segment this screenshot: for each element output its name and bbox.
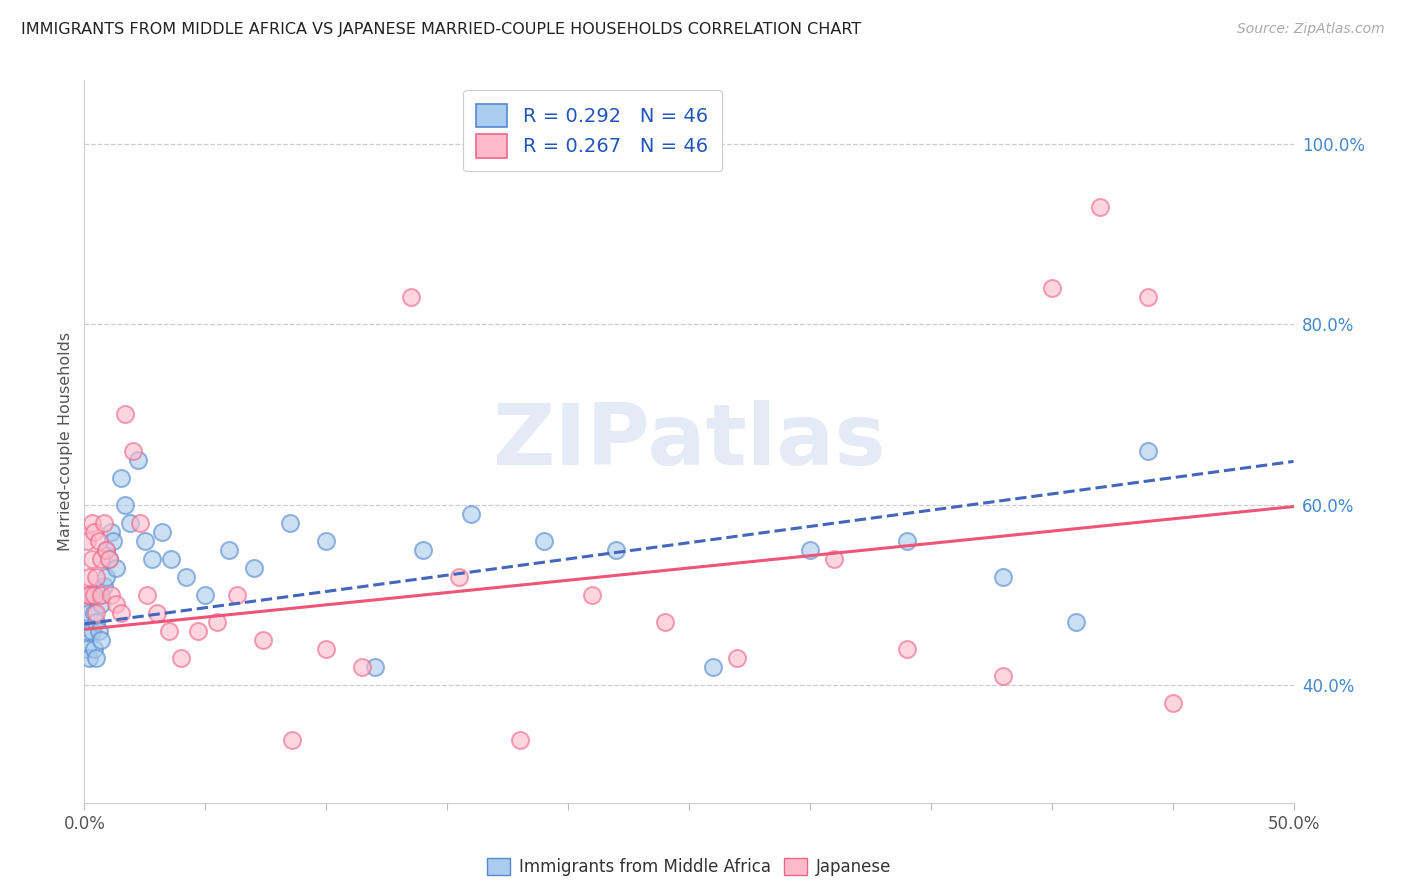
Point <box>97 552 120 566</box>
Point <box>83 524 105 539</box>
Point <box>104 597 127 611</box>
Point <box>76 642 98 657</box>
Point <box>90 588 112 602</box>
Y-axis label: Married-couple Households: Married-couple Households <box>58 332 73 551</box>
Point <box>77 606 100 620</box>
Point <box>993 570 1015 584</box>
Point <box>187 624 209 639</box>
Point <box>94 542 117 557</box>
Point <box>121 443 143 458</box>
Point <box>449 570 471 584</box>
Point <box>77 651 100 665</box>
Legend: Immigrants from Middle Africa, Japanese: Immigrants from Middle Africa, Japanese <box>481 851 897 882</box>
Point <box>100 588 122 602</box>
Point <box>80 588 103 602</box>
Point <box>77 588 100 602</box>
Point <box>896 642 918 657</box>
Point <box>94 542 117 557</box>
Point <box>1137 290 1160 304</box>
Point <box>127 452 149 467</box>
Text: Source: ZipAtlas.com: Source: ZipAtlas.com <box>1237 22 1385 37</box>
Point <box>170 651 193 665</box>
Point <box>242 561 264 575</box>
Point <box>252 633 274 648</box>
Point <box>315 533 337 548</box>
Point <box>77 570 100 584</box>
Point <box>97 552 120 566</box>
Point <box>141 552 163 566</box>
Point <box>93 516 115 530</box>
Point <box>352 660 374 674</box>
Point <box>76 588 98 602</box>
Point <box>110 471 132 485</box>
Point <box>896 533 918 548</box>
Point <box>87 624 110 639</box>
Point <box>399 290 422 304</box>
Point <box>136 588 159 602</box>
Point <box>1064 615 1087 630</box>
Point <box>702 660 724 674</box>
Point <box>460 507 482 521</box>
Point <box>93 579 115 593</box>
Point <box>104 561 127 575</box>
Point <box>218 542 240 557</box>
Point <box>76 624 98 639</box>
Point <box>83 642 105 657</box>
Point <box>654 615 676 630</box>
Point <box>1161 697 1184 711</box>
Point <box>90 597 112 611</box>
Point <box>87 588 110 602</box>
Point <box>509 732 531 747</box>
Point <box>533 533 555 548</box>
Point <box>80 516 103 530</box>
Point <box>581 588 603 602</box>
Point <box>83 588 105 602</box>
Point <box>103 533 125 548</box>
Point <box>278 516 301 530</box>
Point <box>1137 443 1160 458</box>
Point <box>90 633 112 648</box>
Point <box>134 533 156 548</box>
Point <box>90 552 112 566</box>
Point <box>1088 200 1111 214</box>
Point <box>174 570 197 584</box>
Point <box>83 606 105 620</box>
Point <box>150 524 173 539</box>
Point <box>86 651 108 665</box>
Point <box>94 570 117 584</box>
Point <box>194 588 217 602</box>
Point <box>86 615 108 630</box>
Point <box>1040 281 1063 295</box>
Point <box>80 552 103 566</box>
Point <box>993 669 1015 683</box>
Point <box>146 606 169 620</box>
Point <box>412 542 434 557</box>
Point <box>86 606 108 620</box>
Point <box>281 732 304 747</box>
Point <box>160 552 183 566</box>
Point <box>114 408 136 422</box>
Point <box>315 642 337 657</box>
Point <box>87 533 110 548</box>
Point <box>76 533 98 548</box>
Point <box>823 552 845 566</box>
Text: IMMIGRANTS FROM MIDDLE AFRICA VS JAPANESE MARRIED-COUPLE HOUSEHOLDS CORRELATION : IMMIGRANTS FROM MIDDLE AFRICA VS JAPANES… <box>21 22 862 37</box>
Point <box>225 588 247 602</box>
Point <box>100 524 122 539</box>
Point <box>157 624 180 639</box>
Point <box>80 624 103 639</box>
Point <box>605 542 627 557</box>
Point <box>799 542 821 557</box>
Point <box>725 651 748 665</box>
Point <box>129 516 152 530</box>
Point <box>120 516 142 530</box>
Point <box>363 660 385 674</box>
Point <box>110 606 132 620</box>
Point <box>86 570 108 584</box>
Text: ZIPatlas: ZIPatlas <box>492 400 886 483</box>
Point <box>114 498 136 512</box>
Point <box>207 615 229 630</box>
